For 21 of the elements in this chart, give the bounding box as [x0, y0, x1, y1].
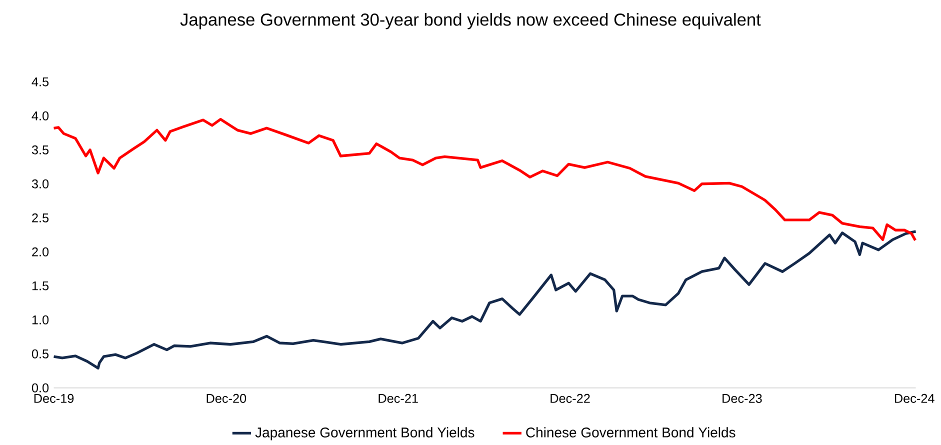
- y-tick-label: 2.0: [32, 248, 49, 257]
- x-tick-label: Dec-23: [722, 394, 762, 404]
- y-tick-label: 1.0: [32, 316, 49, 325]
- line-series: [52, 118, 917, 242]
- chart-title: Japanese Government 30-year bond yields now exceed Chinese equivalent: [180, 13, 761, 30]
- x-tick-label: Dec-19: [34, 394, 74, 404]
- y-tick-label: 0.0: [32, 384, 49, 393]
- y-tick-label: 0.5: [32, 350, 49, 359]
- x-tick-label: Dec-21: [378, 394, 418, 404]
- line-series: [52, 230, 918, 370]
- x-tick-label: Dec-24: [894, 394, 934, 404]
- y-tick-label: 3.5: [32, 146, 49, 155]
- legend-label: Japanese Government Bond Yields: [255, 427, 474, 440]
- y-tick-label: 1.5: [32, 282, 49, 290]
- x-tick-label: Dec-22: [550, 394, 590, 404]
- y-tick-label: 2.5: [32, 214, 49, 223]
- y-tick-label: 4.5: [32, 78, 49, 87]
- y-tick-label: 4.0: [32, 112, 49, 121]
- legend-label: Chinese Government Bond Yields: [526, 427, 736, 438]
- y-tick-label: 3.0: [32, 180, 49, 189]
- x-tick-label: Dec-20: [206, 394, 246, 404]
